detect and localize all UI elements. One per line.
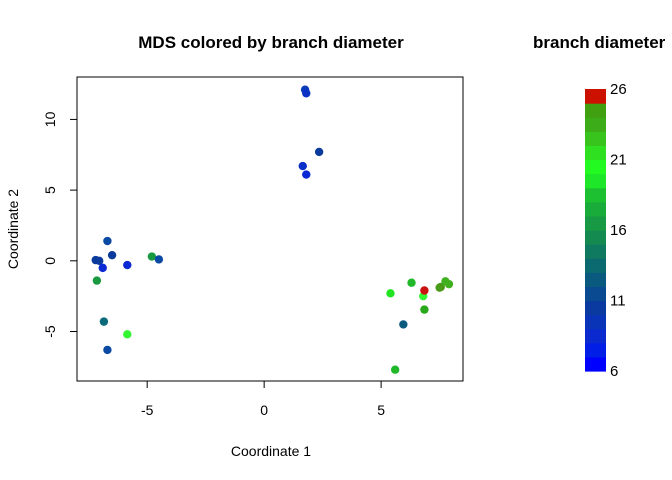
y-tick-label: -5 [42, 325, 58, 338]
colorbar-segment [585, 286, 606, 302]
chart-title: MDS colored by branch diameter [138, 33, 404, 52]
colorbar-tick-label: 16 [610, 222, 627, 239]
scatter-point [103, 345, 112, 355]
colorbar-tick-label: 21 [610, 152, 627, 169]
scatter-point [107, 250, 117, 260]
scatter-point [92, 276, 102, 285]
colorbar-segment [585, 117, 606, 132]
scatter-point [298, 161, 307, 171]
y-axis-label: Coordinate 2 [5, 189, 21, 269]
scatter-point [147, 252, 157, 261]
colorbar-segment [585, 201, 606, 217]
scatter-point [123, 260, 132, 270]
y-axis: -5 0 5 10 [42, 111, 78, 338]
colorbar-segment [585, 356, 606, 372]
colorbar-segment [585, 215, 606, 231]
scatter-point [314, 147, 324, 157]
colorbar-segment [585, 272, 606, 287]
x-axis-label: Coordinate 1 [231, 443, 311, 459]
colorbar-segment [585, 159, 606, 175]
y-tick-label: 5 [42, 186, 58, 194]
colorbar-segment [585, 145, 606, 161]
scatter-point [95, 256, 104, 266]
scatter-point [302, 170, 311, 179]
colorbar-tick-label: 11 [610, 293, 626, 310]
scatter-point [407, 278, 416, 287]
colorbar-segment [585, 89, 606, 104]
scatter-point [123, 330, 132, 339]
colorbar-tick-label: 6 [610, 363, 618, 380]
scatter-point [386, 289, 395, 298]
colorbar-segment [585, 103, 606, 118]
colorbar-segment [585, 173, 606, 189]
scatter-point [420, 286, 429, 295]
scatter-point [154, 255, 164, 264]
x-tick-label: 5 [377, 402, 385, 418]
scatter-point [420, 305, 429, 314]
y-tick-label: 10 [42, 111, 58, 127]
colorbar-segment [585, 187, 606, 203]
scatter-point [99, 317, 109, 326]
colorbar-segment [585, 342, 606, 358]
x-axis: -5 0 5 [141, 380, 385, 418]
colorbar: 6 11 16 21 26 [585, 81, 627, 380]
y-tick-label: 0 [42, 257, 58, 265]
colorbar-segment [585, 300, 606, 316]
scatter-point [399, 320, 408, 329]
scatter-point [436, 282, 445, 292]
scatter-points [91, 85, 454, 374]
colorbar-segment [585, 258, 606, 273]
scatter-point [390, 365, 400, 374]
scatter-point [444, 279, 454, 289]
scatter-point [302, 89, 311, 98]
colorbar-title: branch diameter [533, 33, 666, 52]
scatter-point [98, 263, 107, 273]
plot-frame [76, 76, 464, 382]
colorbar-segment [585, 131, 606, 146]
x-tick-label: 0 [260, 402, 268, 418]
x-tick-label: -5 [141, 402, 154, 418]
colorbar-segment [585, 244, 606, 259]
colorbar-segment [585, 328, 606, 344]
scatter-point [103, 236, 112, 246]
colorbar-segment [585, 230, 606, 245]
colorbar-segment [585, 314, 606, 330]
colorbar-tick-label: 26 [610, 81, 627, 98]
